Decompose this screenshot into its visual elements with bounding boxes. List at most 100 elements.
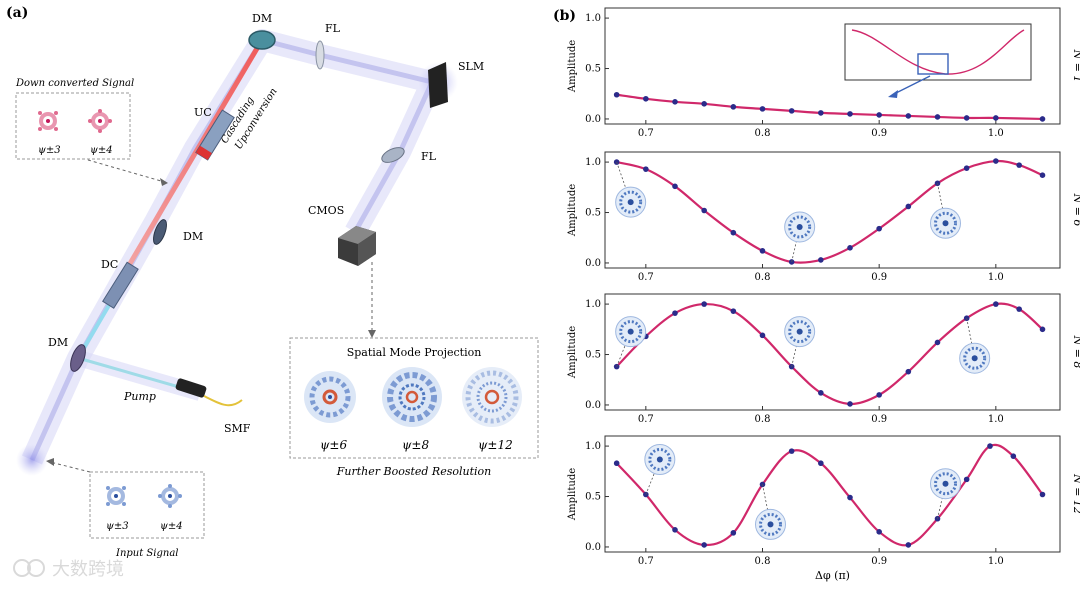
projection-mode-label: ψ±6: [320, 438, 347, 452]
data-point: [672, 99, 678, 105]
data-point: [847, 401, 853, 407]
slm-device: [428, 62, 448, 108]
inset-ring: [934, 211, 957, 235]
data-point: [876, 225, 882, 232]
data-point: [643, 95, 649, 102]
y-tick-label: 0.0: [585, 542, 601, 553]
inset-core: [796, 223, 803, 230]
data-point: [701, 542, 707, 548]
projection-mode-label: ψ±12: [478, 438, 513, 452]
plot-frame: [604, 151, 1061, 269]
data-point: [701, 101, 707, 107]
data-point: [993, 115, 999, 121]
plot-frame: [604, 293, 1061, 411]
x-tick-label: 0.9: [871, 272, 887, 283]
data-point: [818, 460, 824, 467]
x-tick-label: 1.0: [988, 556, 1004, 567]
y-tick-label: 0.0: [585, 258, 601, 269]
y-axis-label: Amplitude: [567, 326, 578, 379]
panel-b-label: (b): [553, 8, 576, 24]
data-point: [730, 104, 737, 110]
data-point: [788, 108, 795, 114]
data-point: [847, 494, 853, 501]
x-tick-label: 0.9: [871, 556, 887, 567]
data-point: [1039, 326, 1046, 333]
inset-core: [942, 220, 949, 227]
x-tick-label: 0.8: [755, 272, 771, 283]
data-point: [847, 245, 853, 251]
data-point: [963, 165, 970, 171]
y-axis-label: Amplitude: [567, 184, 578, 237]
x-tick-label: 0.7: [638, 128, 654, 139]
fit-curve: [615, 302, 1044, 406]
subplot: 0.7 0.8 0.9 1.0 0.0 0.5 1.0 Amplitude N = 8: [567, 293, 1080, 425]
x-tick-label: 1.0: [988, 414, 1004, 425]
inset-core: [767, 521, 774, 528]
label-smf: SMF: [224, 422, 251, 435]
projection-mode-label: ψ±8: [402, 438, 429, 452]
projection-box: Spatial Mode Projection ψ±6 ψ±8: [289, 337, 539, 478]
data-point: [643, 166, 649, 172]
data-point: [730, 308, 737, 314]
cmos-camera: [338, 226, 376, 266]
y-tick-label: 1.0: [585, 157, 601, 168]
x-tick-label: 1.0: [988, 272, 1004, 283]
data-point: [963, 476, 970, 483]
x-tick-label: 0.8: [755, 414, 771, 425]
data-point: [818, 390, 824, 396]
watermark: 大数跨境: [13, 559, 124, 580]
data-point: [788, 448, 795, 454]
y-tick-label: 0.5: [585, 350, 601, 361]
y-tick-label: 1.0: [585, 13, 601, 24]
inset-core: [627, 328, 634, 335]
label-dm-mid: DM: [183, 230, 203, 243]
focus-lens-top: [315, 40, 325, 70]
x-tick-label: 1.0: [988, 128, 1004, 139]
fit-curve: [616, 159, 1043, 264]
inset-core: [971, 355, 978, 362]
data-point: [1016, 306, 1022, 312]
dichroic-mirror-top: [248, 30, 276, 50]
mode-inset-icon: [644, 444, 676, 476]
red-beam: [122, 38, 265, 274]
label-fl-right: FL: [421, 150, 437, 163]
inset-ring: [963, 346, 987, 370]
data-point: [905, 542, 912, 548]
projection-pattern: [462, 367, 522, 427]
mode-inset-icon: [615, 316, 647, 348]
data-point: [613, 91, 620, 98]
x-axis-label: Δφ (π): [815, 569, 850, 582]
y-axis-label: Amplitude: [567, 468, 578, 521]
dichroic-mirror-mid: [153, 219, 167, 245]
projection-pattern: [304, 371, 356, 423]
label-uc: UC: [194, 106, 212, 119]
inset-core: [627, 199, 634, 206]
fit-curve: [615, 443, 1044, 547]
data-point: [701, 207, 707, 214]
input-signal-box: ψ±3 ψ±4 Input Signal: [46, 458, 205, 559]
data-point: [730, 229, 737, 236]
label-dm-top: DM: [252, 12, 272, 25]
panel-b-plots: (b) 0.70.80.91.00.00.51.0AmplitudeN = 10…: [553, 7, 1080, 582]
mode-inset-icon: [930, 468, 961, 500]
inset-ring: [788, 215, 812, 239]
data-point: [963, 115, 970, 121]
projection-title: Spatial Mode Projection: [347, 346, 482, 359]
data-point: [876, 112, 882, 118]
data-point: [759, 106, 766, 112]
data-point: [759, 332, 766, 339]
subplot: 0.7 0.8 0.9 1.0 0.0 0.5 1.0 Amplitude N = 12 Δφ (…: [567, 435, 1080, 582]
input-mode-label: ψ±3: [106, 521, 129, 532]
data-point: [818, 110, 824, 116]
data-point: [934, 114, 941, 120]
plot-frame: [604, 7, 1061, 125]
y-tick-label: 0.5: [585, 64, 601, 75]
n-label: N = 8: [1071, 335, 1080, 369]
zoom-arrow: [893, 75, 931, 95]
x-tick-label: 0.7: [638, 556, 654, 567]
mode-inset-icon: [930, 207, 961, 239]
data-point: [1016, 162, 1022, 168]
data-point: [701, 301, 707, 307]
panel-a-setup: (a): [6, 5, 539, 559]
